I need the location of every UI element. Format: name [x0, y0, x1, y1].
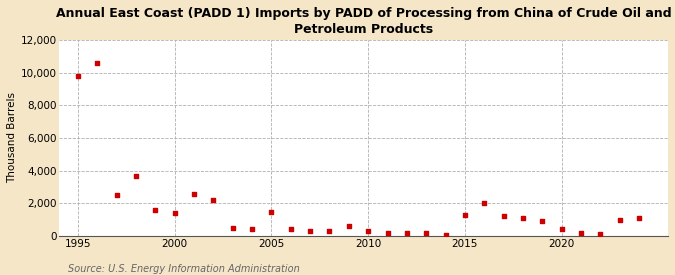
Point — [111, 193, 122, 197]
Point — [595, 232, 605, 236]
Point — [92, 60, 103, 65]
Point — [73, 74, 84, 78]
Point — [246, 227, 257, 232]
Point — [614, 218, 625, 222]
Point — [460, 213, 470, 217]
Point — [537, 219, 547, 224]
Point — [188, 191, 199, 196]
Point — [402, 230, 412, 235]
Point — [518, 216, 529, 220]
Point — [440, 233, 451, 237]
Point — [266, 209, 277, 214]
Point — [150, 208, 161, 212]
Point — [344, 224, 354, 229]
Point — [634, 216, 645, 220]
Point — [498, 214, 509, 219]
Title: Annual East Coast (PADD 1) Imports by PADD of Processing from China of Crude Oil: Annual East Coast (PADD 1) Imports by PA… — [55, 7, 671, 36]
Y-axis label: Thousand Barrels: Thousand Barrels — [7, 92, 17, 183]
Point — [208, 198, 219, 202]
Point — [556, 227, 567, 232]
Point — [304, 229, 315, 233]
Point — [362, 229, 373, 233]
Text: Source: U.S. Energy Information Administration: Source: U.S. Energy Information Administ… — [68, 264, 299, 274]
Point — [227, 226, 238, 230]
Point — [576, 230, 587, 235]
Point — [382, 230, 393, 235]
Point — [286, 227, 296, 232]
Point — [421, 230, 431, 235]
Point — [131, 173, 142, 178]
Point — [324, 229, 335, 233]
Point — [479, 200, 489, 205]
Point — [169, 211, 180, 215]
